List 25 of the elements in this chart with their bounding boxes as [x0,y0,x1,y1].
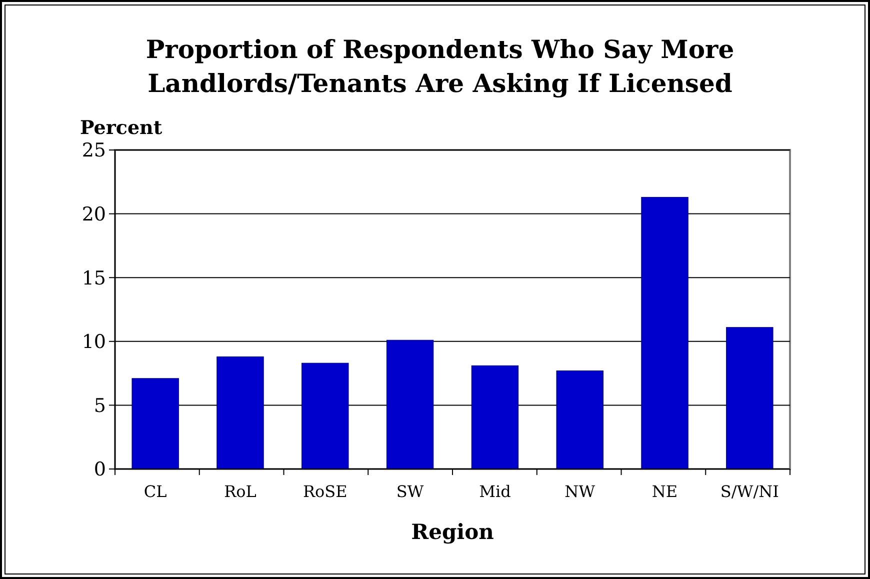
y-tick-label: 20 [82,203,106,226]
bar [726,327,774,470]
bar [386,340,434,470]
y-tick-label: 10 [82,331,106,354]
chart-title: Proportion of Respondents Who Say More Landlords/Tenants Are Asking If Licensed [146,35,734,98]
y-axis-title: Percent [80,117,162,139]
x-tick-label: RoL [224,482,257,501]
x-axis-title: Region [411,519,494,544]
y-tick-label: 25 [82,140,106,162]
y-tick-label: 5 [94,394,106,417]
x-tick-label: NE [652,482,678,501]
x-tick-label: CL [144,482,168,501]
bar [132,378,179,470]
bar [471,365,519,470]
bar [216,356,264,470]
x-tick-label: Mid [479,482,511,501]
y-tick-label: 0 [94,458,106,481]
x-tick-label: S/W/NI [720,482,779,501]
x-tick-label: NW [564,482,596,501]
y-tick-label: 15 [82,267,106,290]
x-tick-label: RoSE [302,482,348,501]
bar [641,196,688,470]
bar [556,370,604,470]
x-tick-label: SW [396,482,424,501]
bar [302,362,349,470]
